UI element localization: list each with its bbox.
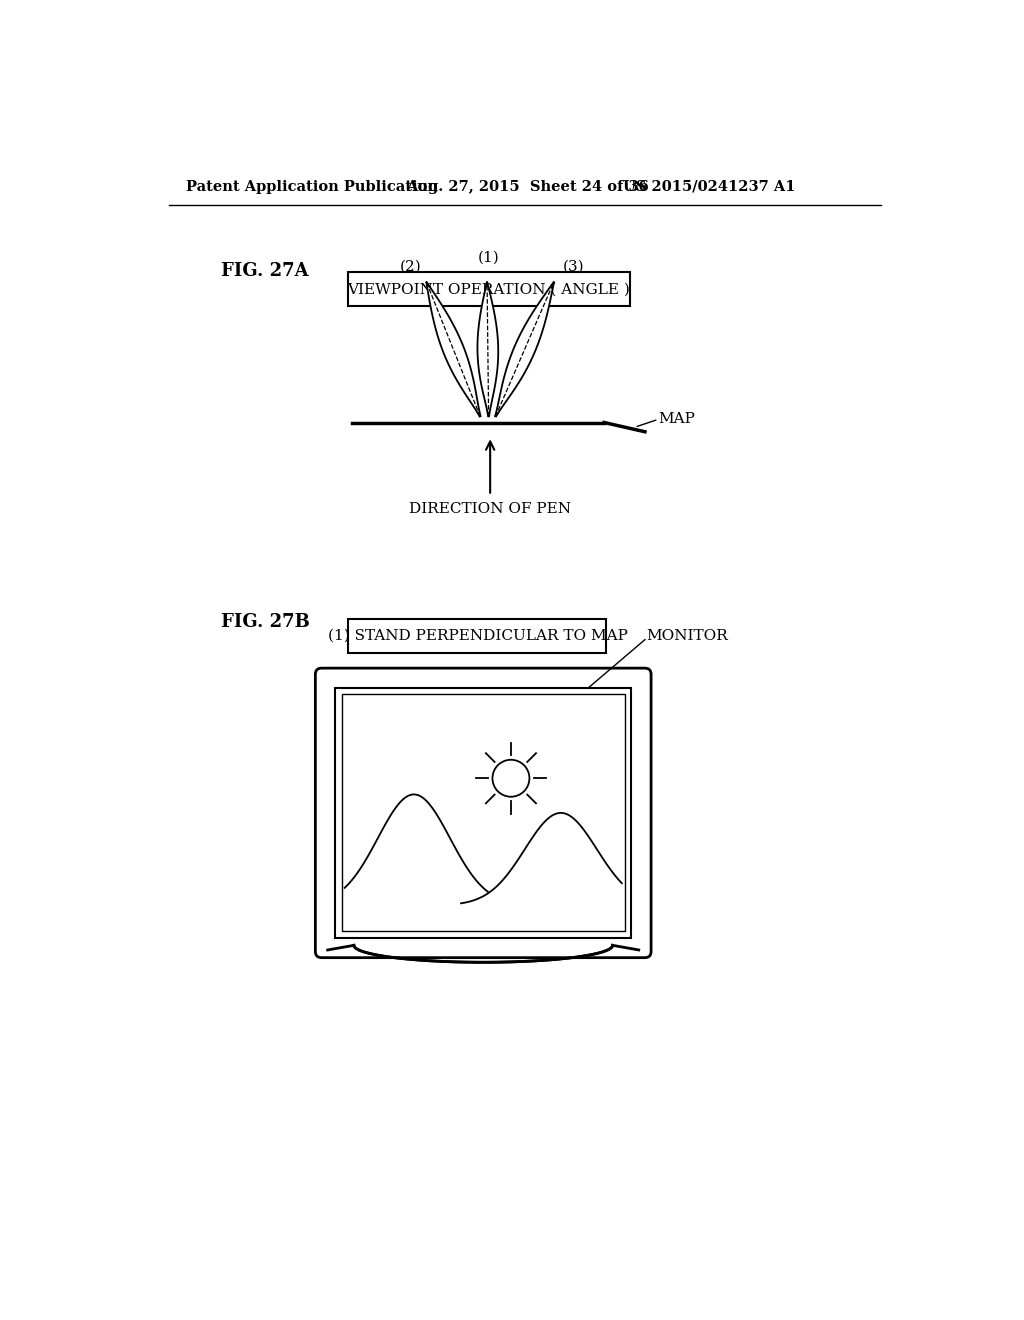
Polygon shape — [426, 281, 480, 417]
Text: Aug. 27, 2015  Sheet 24 of 36: Aug. 27, 2015 Sheet 24 of 36 — [407, 180, 649, 194]
Text: (1) STAND PERPENDICULAR TO MAP: (1) STAND PERPENDICULAR TO MAP — [328, 628, 628, 643]
Text: (2): (2) — [400, 260, 422, 275]
Text: MAP: MAP — [658, 412, 695, 425]
Text: MONITOR: MONITOR — [646, 628, 728, 643]
Text: US 2015/0241237 A1: US 2015/0241237 A1 — [624, 180, 796, 194]
FancyBboxPatch shape — [315, 668, 651, 958]
Bar — [342, 694, 625, 932]
Text: (3): (3) — [562, 260, 584, 275]
Text: DIRECTION OF PEN: DIRECTION OF PEN — [410, 502, 571, 516]
Bar — [324, 932, 643, 956]
Text: (1): (1) — [478, 251, 500, 264]
Text: Patent Application Publication: Patent Application Publication — [186, 180, 438, 194]
Text: FIG. 27B: FIG. 27B — [221, 612, 310, 631]
Text: FIG. 27A: FIG. 27A — [221, 263, 309, 280]
Bar — [336, 688, 631, 937]
Polygon shape — [495, 281, 554, 417]
Bar — [348, 272, 630, 306]
Bar — [348, 619, 606, 653]
Polygon shape — [477, 281, 499, 416]
Text: VIEWPOINT OPERATION ( ANGLE ): VIEWPOINT OPERATION ( ANGLE ) — [347, 282, 631, 296]
